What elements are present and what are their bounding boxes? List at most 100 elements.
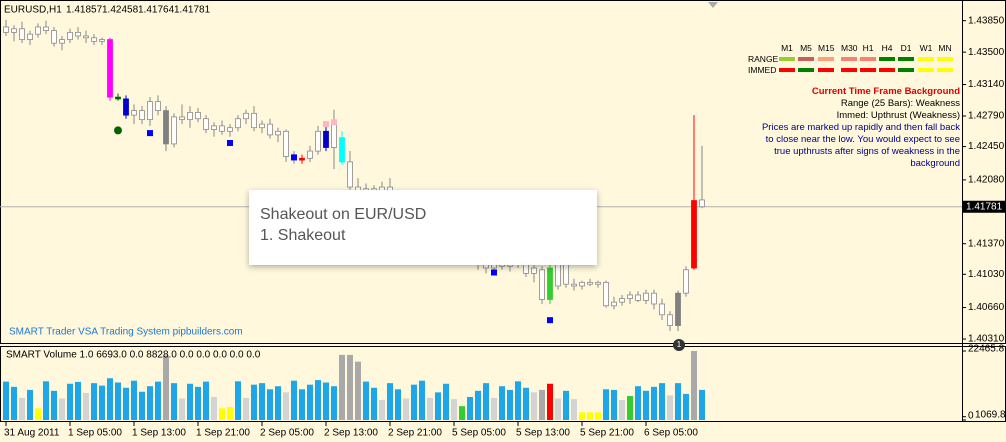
volume-bar (499, 386, 505, 420)
volume-bar (179, 398, 185, 420)
candle-body (659, 303, 665, 316)
volume-bar (347, 354, 353, 420)
volume-bar (67, 383, 73, 420)
description-line: to close near the low. You would expect … (765, 134, 960, 145)
tf-header: M30 (841, 43, 858, 53)
candle-body (11, 28, 17, 33)
y-tick-label: 1.43850 (968, 15, 1005, 26)
candle-body (115, 96, 121, 100)
volume-bar (243, 397, 249, 420)
candle-body (667, 314, 673, 326)
candle-body (75, 31, 81, 37)
volume-bar (491, 397, 497, 420)
candle-body (307, 150, 313, 159)
candle-body (171, 116, 177, 145)
signal (323, 121, 329, 128)
event-marker (673, 339, 685, 351)
candle-body (267, 123, 273, 136)
volume-bar (11, 386, 17, 420)
price-panel (0, 0, 1006, 344)
volume-bar (267, 389, 273, 420)
tf-cell (860, 57, 876, 61)
popup[interactable]: Shakeout on EUR/USD 1. Shakeout (249, 190, 597, 265)
vsa-immed: Immed: Upthrust (Weakness) (836, 110, 960, 121)
volume-bar (475, 390, 481, 420)
volume-bar (51, 390, 57, 420)
y-tick-label: 1.43500 (968, 47, 1005, 58)
ohlc-value: 1.41764 (138, 5, 175, 16)
candle-body (107, 39, 113, 98)
volume-bar (211, 396, 217, 420)
volume-bar (291, 380, 297, 420)
candle-body (523, 263, 529, 274)
tf-cell (879, 57, 895, 61)
volume-bar (315, 380, 321, 420)
volume-bar (403, 398, 409, 420)
x-tick-label: 2 Sep 05:00 (260, 428, 314, 439)
y-tick-label: 1069.8 (975, 409, 1006, 420)
volume-bar (91, 383, 97, 420)
tf-header: MN (938, 43, 952, 53)
volume-bar (539, 389, 545, 420)
volume-bar (435, 392, 441, 420)
tf-cell (779, 68, 795, 72)
candle-body (179, 116, 185, 121)
y-tick-label: 1.42450 (968, 141, 1005, 152)
volume-bar (203, 381, 209, 420)
tf-cell (898, 57, 914, 61)
candle-body (531, 267, 537, 274)
candle-body (315, 130, 321, 152)
candle-body (155, 101, 161, 112)
tf-header: D1 (900, 43, 912, 53)
volume-bar (571, 399, 577, 420)
candle-body (555, 263, 561, 287)
volume-bar (59, 398, 65, 420)
volume-bar (515, 381, 521, 420)
volume-bar (299, 389, 305, 420)
volume-bar (107, 378, 113, 420)
candle-body (219, 125, 225, 132)
volume-bar (219, 408, 225, 420)
volume-bar (123, 387, 129, 420)
y-tick-label: 22465.8 (968, 344, 1005, 355)
candle-body (643, 292, 649, 301)
candle-body (299, 157, 305, 161)
volume-bar (227, 407, 233, 420)
volume-bar (467, 396, 473, 420)
shift-marker (708, 2, 718, 8)
volume-bar (427, 397, 433, 420)
candle-body (683, 269, 689, 294)
tf-cell (918, 68, 934, 72)
tf-cell (779, 57, 795, 61)
volume-bar (75, 381, 81, 420)
candle-body (99, 39, 105, 42)
volume-bar (275, 386, 281, 420)
signal (114, 126, 122, 135)
candle-body (187, 112, 193, 121)
candle-body (19, 28, 25, 40)
volume-bar (627, 396, 633, 420)
volume-bar (691, 351, 697, 420)
candle-body (619, 298, 625, 303)
popup-item[interactable]: 1. Shakeout (260, 227, 346, 244)
volume-bar (19, 397, 25, 420)
candle-body (27, 33, 33, 40)
candle-body (243, 112, 249, 120)
volume-bar (419, 380, 425, 420)
current-price-label: 1.41781 (966, 201, 1003, 212)
candle-body (691, 200, 697, 269)
volume-bar (195, 386, 201, 420)
tf-header: W1 (919, 43, 933, 53)
volume-bar (483, 383, 489, 420)
volume-bar (339, 354, 345, 420)
ohlc-value: 1.41781 (174, 5, 211, 16)
candle-body (139, 110, 145, 121)
candle-body (59, 39, 65, 44)
tf-cell (798, 68, 814, 72)
volume-bar (587, 412, 593, 420)
volume-bar (547, 383, 553, 420)
volume-bar (371, 387, 377, 420)
volume-bar (131, 380, 137, 420)
